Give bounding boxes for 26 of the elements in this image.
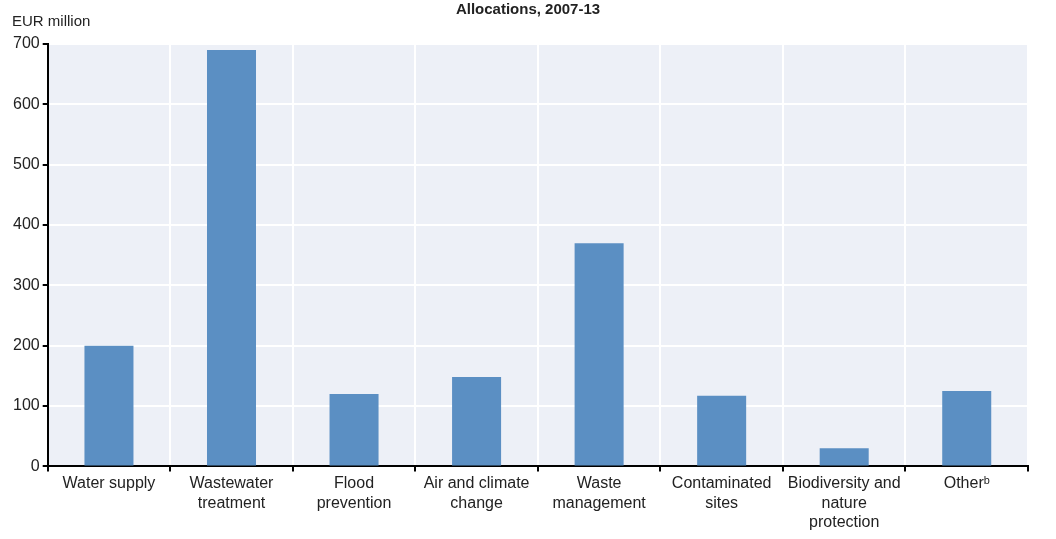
- x-tick-label: Water supply: [62, 474, 156, 492]
- bar: [84, 345, 134, 466]
- bar: [452, 377, 502, 466]
- y-tick-label: 600: [12, 94, 40, 112]
- y-tick-label: 200: [12, 336, 40, 354]
- y-tick-label: 100: [12, 396, 40, 414]
- x-tick-label: Air and climate change: [423, 474, 530, 511]
- y-tick-label: 300: [12, 275, 40, 293]
- bar: [329, 393, 379, 466]
- y-tick-label: 500: [12, 155, 40, 173]
- chart-title: Allocations, 2007-13: [455, 0, 601, 17]
- bar: [697, 395, 747, 466]
- x-tick-label: Contaminated sites: [671, 474, 772, 511]
- y-tick-label: 400: [12, 215, 40, 233]
- bar: [574, 243, 624, 466]
- bar: [207, 50, 257, 466]
- y-tick-label: 700: [12, 34, 40, 52]
- y-axis-title: EUR million: [12, 12, 91, 29]
- x-tick-label: Wastewater treatment: [189, 474, 275, 511]
- bar: [942, 390, 992, 466]
- x-tick-label: Otherᵇ: [943, 474, 990, 492]
- x-tick-label: Waste management: [552, 474, 647, 511]
- x-tick-label: Flood prevention: [316, 474, 392, 511]
- bar: [819, 448, 869, 466]
- y-tick-label: 0: [30, 456, 40, 474]
- x-tick-label: Biodiversity and nature protection: [787, 474, 901, 530]
